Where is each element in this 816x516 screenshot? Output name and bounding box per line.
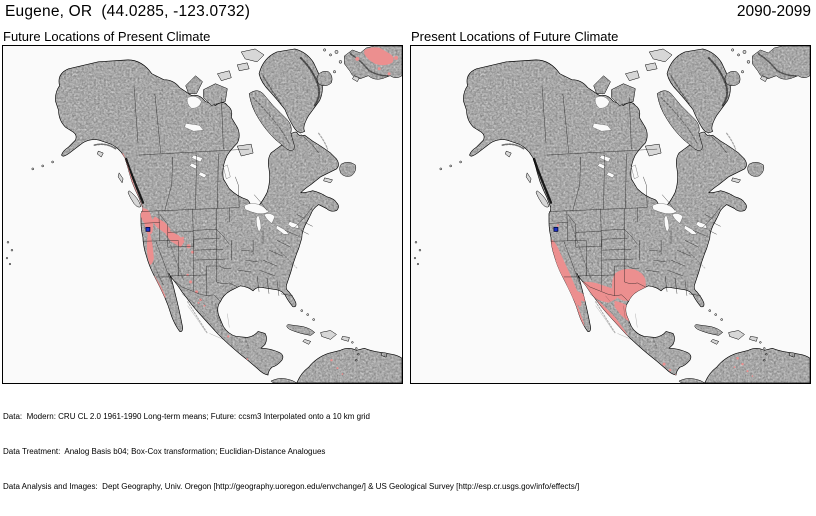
location-title: Eugene, OR (44.0285, -123.0732) <box>5 3 251 20</box>
left-panel-title: Future Locations of Present Climate <box>3 29 211 44</box>
right-map-svg <box>411 46 810 383</box>
right-panel-title: Present Locations of Future Climate <box>411 29 619 44</box>
attribution-line-2: Data Treatment: Analog Basis b04; Box-Co… <box>3 446 326 456</box>
data-attribution: Data: Modern: CRU CL 2.0 1961-1990 Long-… <box>3 388 579 516</box>
eugene-marker <box>145 226 151 232</box>
attribution-line-3: Data Analysis and Images: Dept Geography… <box>3 481 580 491</box>
left-map-svg <box>3 46 402 383</box>
map-future-locations-of-present-climate <box>2 45 403 384</box>
attribution-line-1: Data: Modern: CRU CL 2.0 1961-1990 Long-… <box>3 412 370 422</box>
eugene-marker <box>553 226 559 232</box>
map-present-locations-of-future-climate <box>410 45 811 384</box>
period-label: 2090-2099 <box>736 3 811 20</box>
